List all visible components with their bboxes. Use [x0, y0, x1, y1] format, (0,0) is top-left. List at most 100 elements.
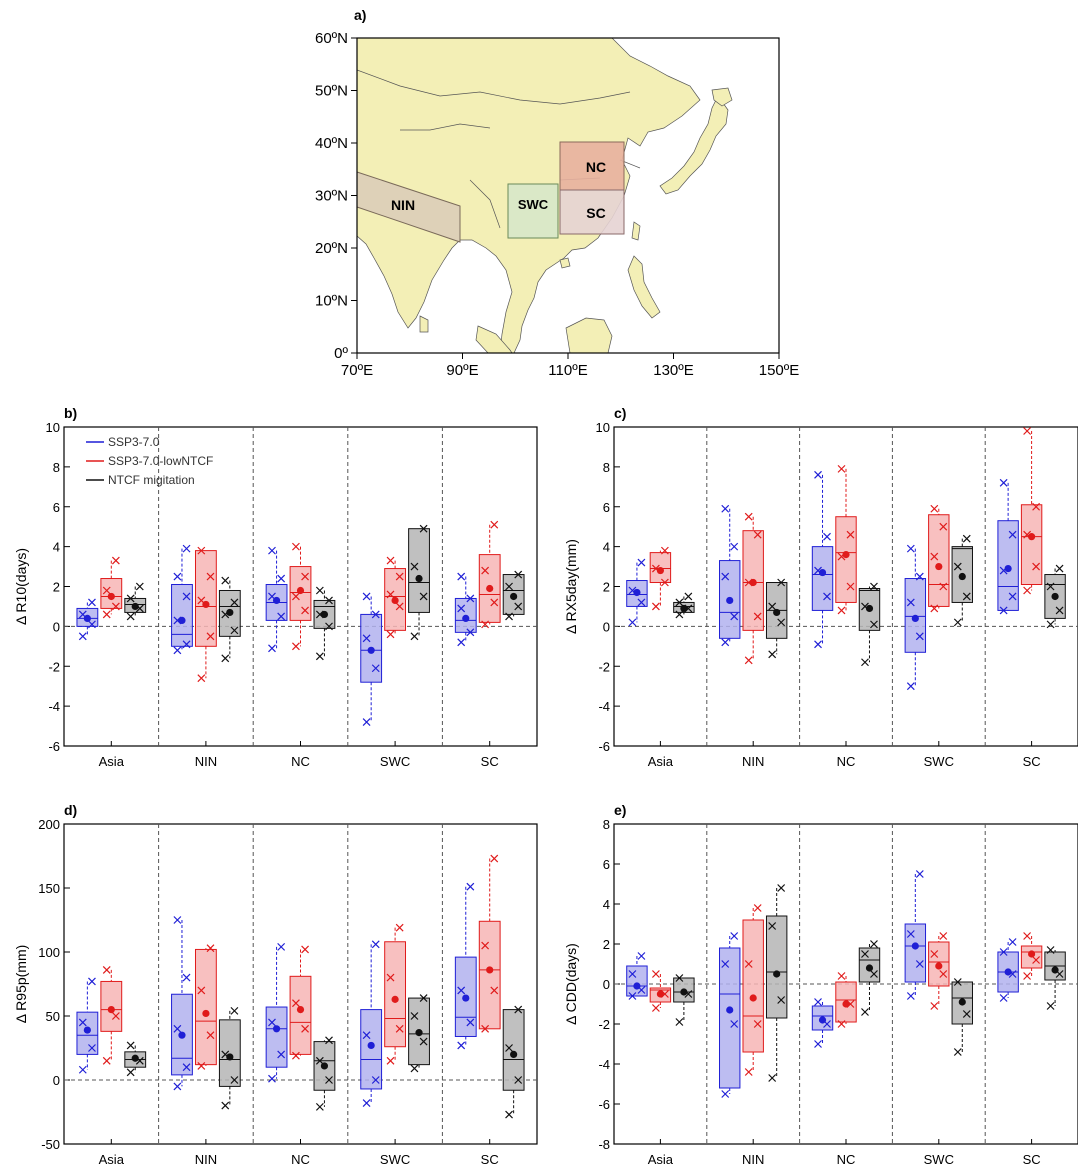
- box-Asia-2: [673, 592, 695, 619]
- member-cross: [814, 640, 822, 649]
- member-cross: [939, 970, 948, 978]
- x-tick-label: NC: [291, 754, 310, 769]
- member-cross: [126, 612, 135, 621]
- y-tick-label: -50: [41, 1137, 60, 1152]
- x-tick-label: SWC: [924, 754, 954, 769]
- member-cross: [362, 592, 371, 601]
- member-cross: [846, 530, 855, 539]
- member-cross: [1055, 564, 1064, 573]
- panel-d-r95p: d) -50 0 50 100 150 200 Δ R95p(mm) Asia NIN NC SWC S…: [13, 802, 538, 1167]
- box-iqr: [502, 1009, 525, 1091]
- member-cross: [514, 602, 523, 611]
- member-cross: [315, 652, 324, 661]
- y-tick-label: 150: [38, 881, 60, 896]
- box-NC-0: [265, 942, 288, 1083]
- lon-tick-label: 130ºE: [653, 362, 694, 379]
- y-tick-label: 6: [53, 500, 60, 515]
- member-cross: [651, 970, 660, 978]
- member-cross: [721, 960, 730, 968]
- member-cross: [514, 1005, 523, 1014]
- member-cross: [637, 952, 646, 960]
- philippines: [627, 255, 661, 319]
- member-cross: [1023, 586, 1032, 595]
- box-mean: [202, 600, 210, 609]
- member-cross: [651, 564, 660, 573]
- box-NIN-0: [719, 932, 741, 1098]
- member-cross: [870, 582, 878, 591]
- member-cross: [930, 504, 939, 513]
- box-mean: [1004, 564, 1012, 573]
- x-tick-label: NIN: [742, 754, 764, 769]
- member-cross: [651, 602, 660, 611]
- member-cross: [744, 1068, 753, 1076]
- member-cross: [173, 646, 182, 655]
- member-cross: [846, 582, 855, 591]
- box-mean: [818, 568, 827, 577]
- box-mean: [296, 1006, 305, 1014]
- sri-lanka: [419, 315, 429, 333]
- member-cross: [721, 504, 730, 513]
- box-NC-1: [835, 464, 857, 615]
- member-cross: [291, 592, 300, 601]
- member-cross: [206, 944, 215, 953]
- member-cross: [197, 986, 206, 995]
- member-cross: [1046, 946, 1055, 954]
- x-tick-label: NC: [837, 1152, 856, 1167]
- box-mean: [178, 1031, 186, 1039]
- legend-label: SSP3-7.0-lowNTCF: [108, 454, 213, 468]
- member-cross: [481, 1024, 490, 1033]
- member-cross: [721, 1090, 730, 1098]
- x-tick-label: NIN: [195, 1152, 217, 1167]
- member-cross: [206, 632, 215, 641]
- region-nin-label: NIN: [391, 197, 415, 213]
- member-cross: [490, 520, 499, 529]
- member-cross: [768, 650, 777, 659]
- member-cross: [490, 598, 499, 607]
- box-iqr: [194, 948, 217, 1066]
- y-tick-label: 10: [46, 420, 60, 435]
- box-iqr: [265, 1006, 288, 1068]
- member-cross: [386, 556, 395, 565]
- member-cross: [777, 884, 786, 892]
- box-mean: [842, 1000, 850, 1008]
- box-mean: [656, 566, 665, 575]
- box-mean: [367, 646, 375, 654]
- member-cross: [675, 598, 684, 607]
- box-iqr: [811, 546, 834, 611]
- y-tick-label: 6: [603, 500, 610, 515]
- box-NIN-2: [218, 576, 241, 663]
- y-tick-label: -6: [598, 1097, 610, 1112]
- y-tick-label: 8: [53, 460, 60, 475]
- member-cross: [291, 999, 300, 1008]
- box-mean: [510, 1050, 518, 1058]
- member-cross: [777, 996, 786, 1004]
- member-cross: [395, 602, 404, 611]
- member-cross: [753, 612, 762, 621]
- box-mean: [391, 995, 399, 1003]
- member-cross: [999, 478, 1008, 487]
- member-cross: [291, 642, 300, 651]
- lon-tick-label: 70ºE: [341, 362, 373, 379]
- taiwan: [631, 221, 641, 241]
- box-mean: [935, 962, 943, 970]
- member-cross: [410, 632, 419, 641]
- region-sc-box: [559, 189, 625, 235]
- member-cross: [744, 656, 753, 665]
- member-cross: [325, 596, 333, 605]
- member-cross: [78, 1018, 87, 1027]
- box-NC-2: [313, 586, 336, 661]
- box-SWC-0: [904, 544, 927, 691]
- y-tick-label: 8: [603, 817, 610, 832]
- member-cross: [953, 562, 962, 571]
- member-cross: [953, 618, 962, 627]
- member-cross: [386, 590, 395, 599]
- member-cross: [173, 572, 182, 581]
- y-tick-label: 4: [603, 540, 610, 555]
- member-cross: [268, 546, 276, 555]
- member-cross: [814, 566, 822, 575]
- y-tick-label: 6: [603, 857, 610, 872]
- box-mean: [415, 1029, 423, 1037]
- member-cross: [837, 606, 846, 615]
- member-cross: [325, 1036, 333, 1045]
